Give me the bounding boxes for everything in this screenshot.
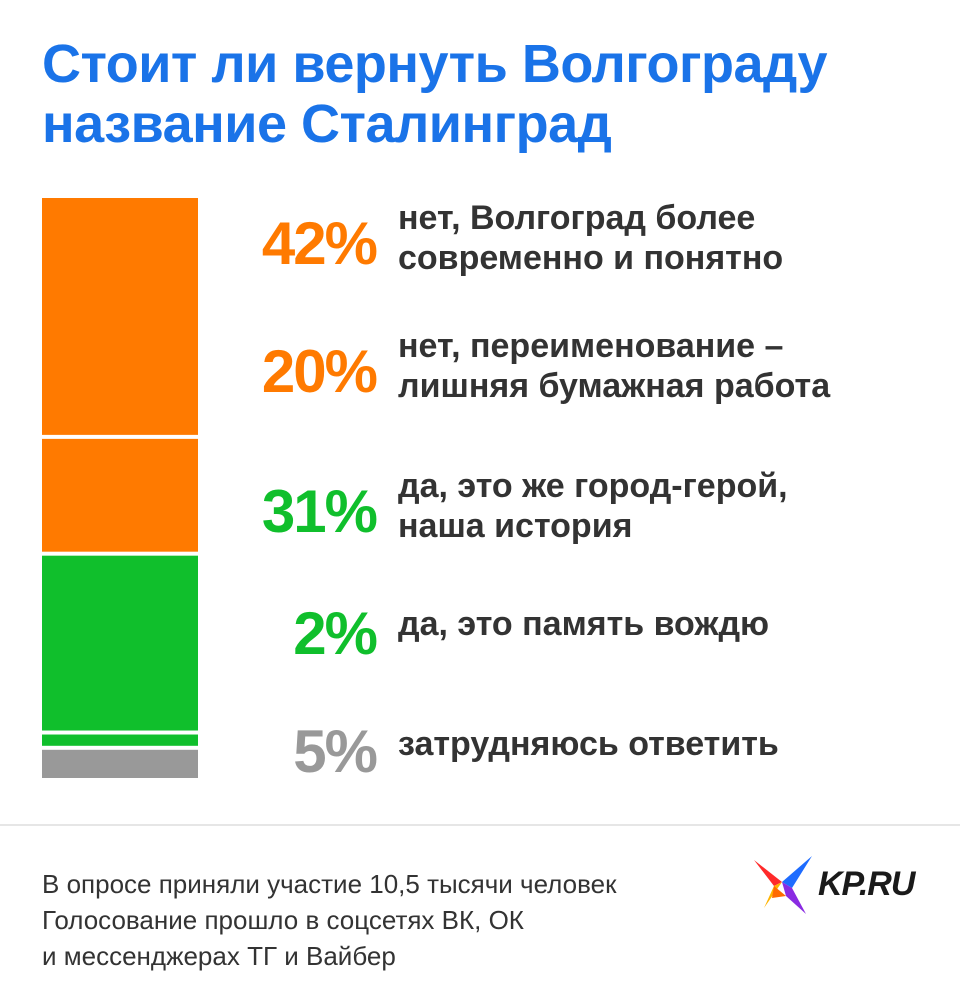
answer-label: да, это же город-герой, наша история [398, 466, 938, 546]
bar-segment [42, 438, 198, 552]
footer-line-3: и мессенджерах ТГ и Вайбер [42, 941, 396, 971]
chart-title-line-1: Стоит ли вернуть Волгограду [42, 34, 828, 94]
chart-title: Стоит ли вернуть Волгограду название Ста… [42, 34, 942, 154]
percent-label: 20% [261, 338, 378, 405]
chart-title-line-2: название Сталинград [42, 94, 612, 154]
percent-label: 5% [293, 718, 378, 785]
answer-label: нет, Волгоград более современно и понятн… [398, 198, 938, 278]
answer-label: затрудняюсь ответить [398, 724, 938, 764]
footer-line-1: В опросе приняли участие 10,5 тысячи чел… [42, 869, 617, 899]
stacked-bar-chart [42, 198, 198, 778]
answer-label-line: современно и понятно [398, 239, 784, 277]
answer-label-line: затрудняюсь ответить [398, 725, 779, 763]
answer-label: нет, переименование – лишняя бумажная ра… [398, 326, 938, 406]
divider [0, 824, 960, 826]
percent-label: 42% [261, 210, 378, 277]
answer-label: да, это память вождю [398, 604, 938, 644]
bar-segment [42, 555, 198, 731]
swallow-bird-icon [754, 856, 812, 914]
answer-label-line: да, это память вождю [398, 605, 770, 643]
answer-label-line: нет, переименование – [398, 327, 784, 365]
answer-label-line: лишняя бумажная работа [398, 367, 831, 405]
bar-segment [42, 749, 198, 778]
footer-line-2: Голосование прошло в соцсетях ВК, ОК [42, 905, 524, 935]
answer-label-line: наша история [398, 507, 633, 545]
footer-note: В опросе приняли участие 10,5 тысячи чел… [42, 866, 742, 974]
percent-label: 31% [261, 478, 378, 545]
answer-label-line: да, это же город-герой, [398, 467, 788, 505]
percent-label: 2% [293, 600, 378, 667]
logo-text: KP.RU [818, 865, 915, 903]
bar-segment [42, 198, 198, 435]
answer-label-line: нет, Волгоград более [398, 199, 756, 237]
kp-logo: KP.RU [752, 852, 932, 916]
bar-segment [42, 734, 198, 746]
